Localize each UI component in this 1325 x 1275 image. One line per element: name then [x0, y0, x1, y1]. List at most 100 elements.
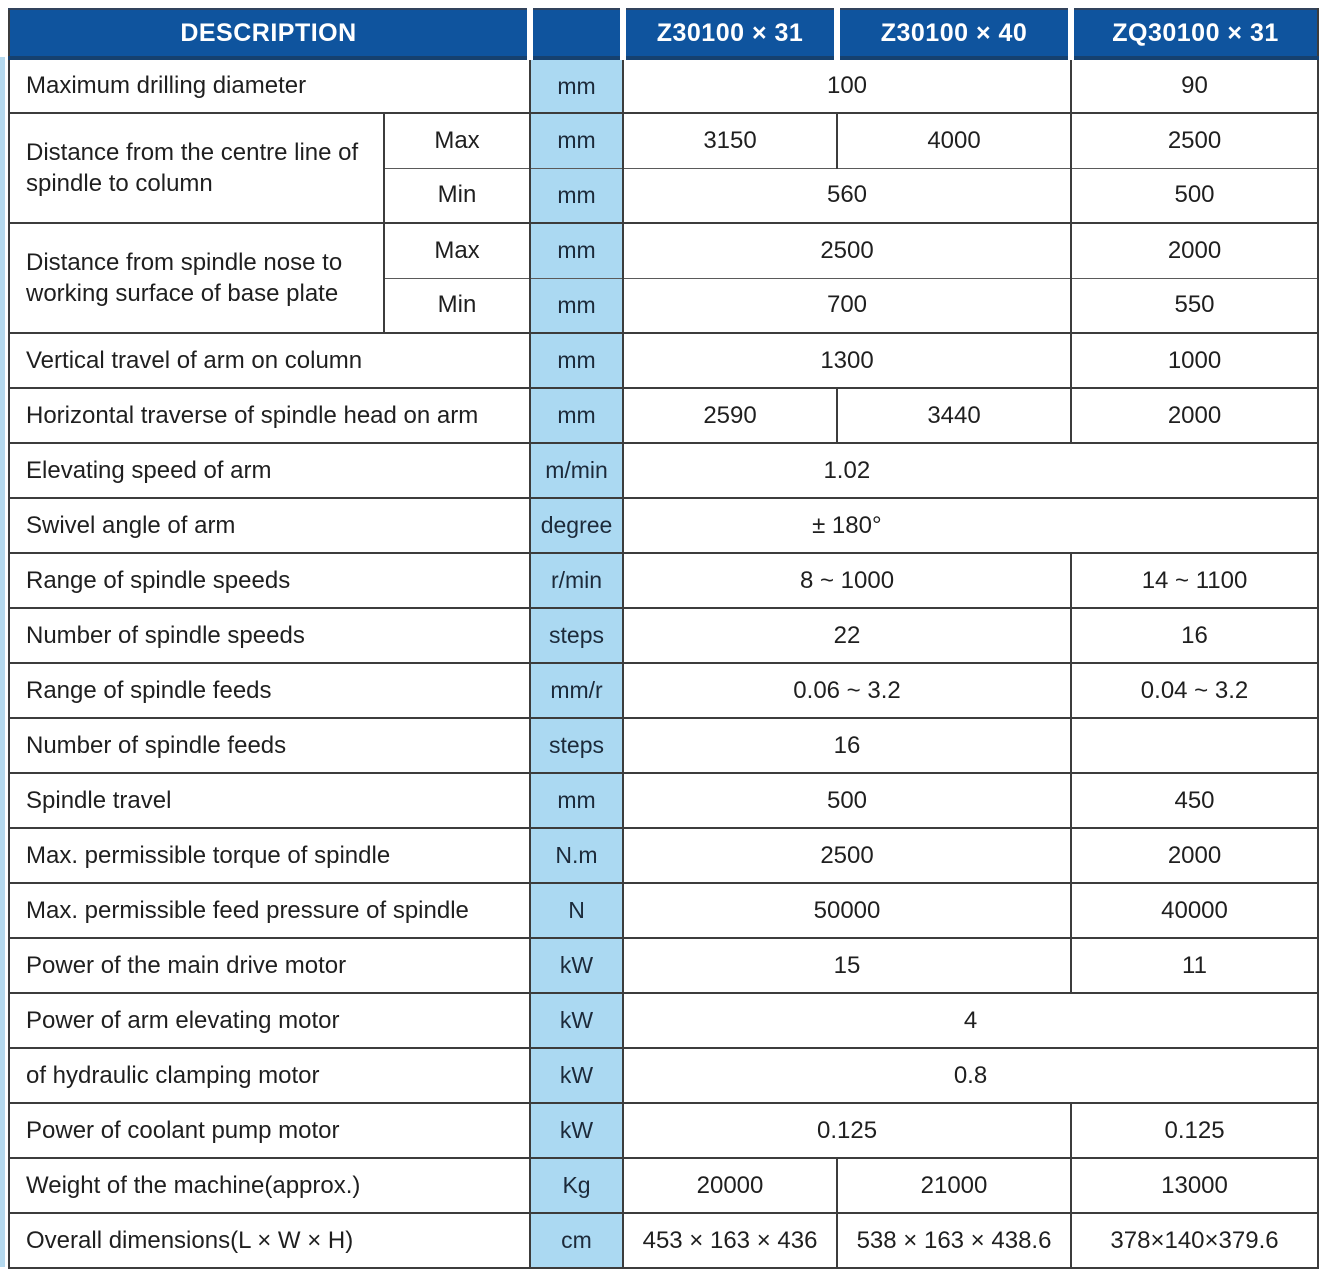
spec-label: Range of spindle speeds [7, 552, 532, 609]
spec-row: Vertical travel of arm on column mm 1300… [7, 332, 1320, 389]
spec-value-z31-z40: 1300 [622, 332, 1073, 389]
spec-unit: N [529, 882, 625, 939]
spec-value-zq: 0.125 [1070, 1102, 1320, 1159]
spec-value-zq: 450 [1070, 772, 1320, 829]
spec-unit: r/min [529, 552, 625, 609]
spec-value-zq: 90 [1070, 57, 1320, 114]
header-model-z30100x31: Z30100 × 31 [620, 8, 839, 60]
spec-row: Min mm 700 550 [9, 277, 1320, 334]
spec-label: Max. permissible torque of spindle [7, 827, 532, 884]
spec-value-z31-z40: 0.125 [622, 1102, 1073, 1159]
spec-label: Distance from spindle nose to working su… [8, 222, 385, 334]
spec-value-zq: 0.04 ~ 3.2 [1070, 662, 1320, 719]
spec-label: Number of spindle feeds [7, 717, 532, 774]
spec-label: Horizontal traverse of spindle head on a… [7, 387, 532, 444]
spec-value-z31: 3150 [622, 112, 839, 169]
spec-row: Weight of the machine(approx.) Kg 20000 … [7, 1157, 1320, 1214]
spec-label: Power of coolant pump motor [7, 1102, 532, 1159]
spec-row: Number of spindle speeds steps 22 16 [7, 607, 1320, 664]
spec-value-zq: 11 [1070, 937, 1320, 994]
spec-unit: cm [529, 1212, 625, 1269]
spec-unit: kW [529, 992, 625, 1049]
spec-row: Distance from spindle nose to working su… [8, 222, 1320, 334]
spec-value-all: ± 180° [622, 497, 1320, 554]
spec-row: Swivel angle of arm degree ± 180° [7, 497, 1320, 554]
spec-value-zq: 40000 [1070, 882, 1320, 939]
spec-label: Distance from the centre line of spindle… [8, 112, 385, 224]
spec-value-z31-z40: 0.06 ~ 3.2 [622, 662, 1073, 719]
spec-label: Spindle travel [7, 772, 532, 829]
spec-row: Power of the main drive motor kW 15 11 [7, 937, 1320, 994]
spec-value-z31: 2590 [622, 387, 839, 444]
spec-value-zq: 378×140×379.6 [1070, 1212, 1320, 1269]
spec-row: of hydraulic clamping motor kW 0.8 [7, 1047, 1320, 1104]
spec-value-zq: 16 [1070, 607, 1320, 664]
spec-value-z31-z40: 500 [622, 772, 1073, 829]
spec-value-z31-z40: 700 [622, 277, 1073, 334]
spec-value-zq: 1000 [1070, 332, 1320, 389]
spec-unit: mm [529, 57, 625, 114]
spec-row: Maximum drilling diameter mm 100 90 [7, 57, 1320, 114]
spec-value-zq: 14 ~ 1100 [1070, 552, 1320, 609]
spec-label: Max. permissible feed pressure of spindl… [7, 882, 532, 939]
spec-value-all: 4 [622, 992, 1320, 1049]
spec-unit: mm [529, 167, 625, 224]
spec-variant-label: Max [382, 112, 532, 169]
spec-value-z31-z40: 100 [622, 57, 1073, 114]
spec-unit: N.m [529, 827, 625, 884]
spec-row: Min mm 560 500 [9, 167, 1320, 224]
header-model-zq30100x31: ZQ30100 × 31 [1068, 8, 1320, 60]
spec-value-z40: 4000 [836, 112, 1073, 169]
spec-label: Maximum drilling diameter [7, 57, 532, 114]
spec-row: Range of spindle feeds mm/r 0.06 ~ 3.2 0… [7, 662, 1320, 719]
spec-label: of hydraulic clamping motor [7, 1047, 532, 1104]
spec-label: Range of spindle feeds [7, 662, 532, 719]
spec-row: Max. permissible feed pressure of spindl… [7, 882, 1320, 939]
spec-value-z31: 20000 [622, 1157, 839, 1214]
spec-label: Vertical travel of arm on column [7, 332, 532, 389]
spec-value-z31: 453 × 163 × 436 [622, 1212, 839, 1269]
spec-value-z40: 3440 [836, 387, 1073, 444]
spec-row: Horizontal traverse of spindle head on a… [7, 387, 1320, 444]
spec-label: Elevating speed of arm [7, 442, 532, 499]
spec-label: Number of spindle speeds [7, 607, 532, 664]
spec-value-all-text: 1.02 [823, 456, 871, 484]
left-edge-accent [0, 57, 5, 1267]
spec-row: Range of spindle speeds r/min 8 ~ 1000 1… [7, 552, 1320, 609]
spec-label: Overall dimensions(L × W × H) [7, 1212, 532, 1269]
spec-label: Swivel angle of arm [7, 497, 532, 554]
spec-value-z31-z40: 2500 [622, 827, 1073, 884]
spec-unit: kW [529, 937, 625, 994]
spec-value-all: 1.02 [622, 442, 1320, 499]
spec-value-all-text: ± 180° [812, 511, 882, 539]
spec-value-z31-z40: 50000 [622, 882, 1073, 939]
spec-unit: kW [529, 1047, 625, 1104]
spec-row: Number of spindle feeds steps 16 [7, 717, 1320, 774]
spec-unit: kW [529, 1102, 625, 1159]
spec-value-zq [1070, 717, 1320, 774]
spec-value-zq: 2000 [1070, 222, 1320, 279]
spec-value-zq: 2000 [1070, 827, 1320, 884]
spec-value-z40: 21000 [836, 1157, 1073, 1214]
spec-unit: mm [529, 772, 625, 829]
spec-unit: mm [529, 277, 625, 334]
spec-value-z31-z40: 560 [622, 167, 1073, 224]
spec-variant-label: Max [382, 222, 532, 279]
spec-value-z31-z40: 16 [622, 717, 1073, 774]
header-model-z30100x40: Z30100 × 40 [834, 8, 1073, 60]
spec-table: DESCRIPTION Z30100 × 31 Z30100 × 40 ZQ30… [7, 8, 1320, 1269]
spec-variant-label: Min [382, 167, 532, 224]
spec-unit: degree [529, 497, 625, 554]
spec-label: Power of the main drive motor [7, 937, 532, 994]
spec-unit: mm/r [529, 662, 625, 719]
spec-label: Power of arm elevating motor [7, 992, 532, 1049]
header-unit-spacer [527, 8, 625, 60]
spec-value-z31-z40: 15 [622, 937, 1073, 994]
spec-row: Max. permissible torque of spindle N.m 2… [7, 827, 1320, 884]
spec-value-z31-z40: 8 ~ 1000 [622, 552, 1073, 609]
header-description: DESCRIPTION [7, 8, 532, 60]
header-row: DESCRIPTION Z30100 × 31 Z30100 × 40 ZQ30… [7, 8, 1320, 60]
spec-unit: steps [529, 717, 625, 774]
spec-value-zq: 2500 [1070, 112, 1320, 169]
